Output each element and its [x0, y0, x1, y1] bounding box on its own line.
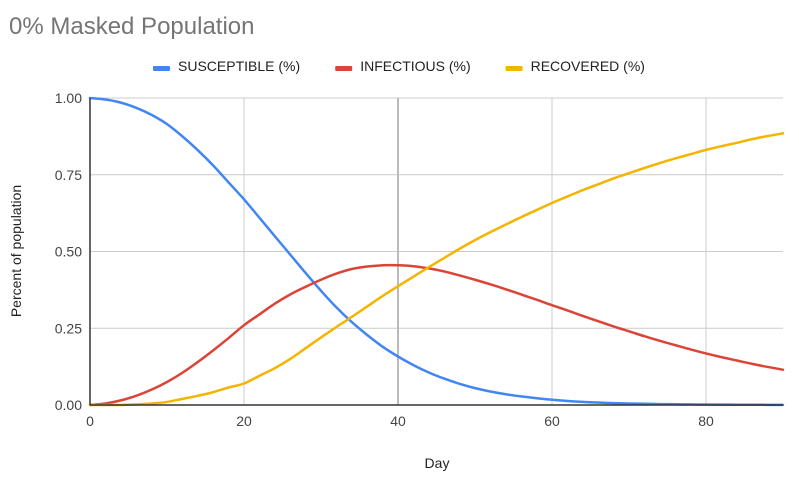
legend-swatch: [153, 66, 170, 71]
series-line: [88, 96, 785, 407]
legend-swatch: [505, 66, 523, 71]
legend-label: RECOVERED (%): [531, 58, 645, 74]
x-axis-label: Day: [425, 455, 450, 471]
axes: 0.00 0.25 0.50 0.75 1.00 0 20 40 60 80: [55, 90, 783, 429]
chart-title: 0% Masked Population: [9, 13, 254, 40]
x-tick-label: 60: [544, 413, 560, 429]
legend-item: INFECTIOUS (%): [335, 58, 471, 74]
legend-label: SUSCEPTIBLE (%): [178, 58, 300, 74]
grid: [90, 97, 783, 405]
legend: SUSCEPTIBLE (%) INFECTIOUS (%) RECOVERED (…: [153, 58, 645, 74]
legend-swatch: [335, 66, 353, 71]
x-tick-label: 0: [86, 413, 94, 429]
x-tick-label: 40: [390, 413, 406, 429]
y-axis-label: Percent of population: [8, 185, 24, 317]
y-tick-label: 0.00: [55, 397, 82, 413]
legend-label: INFECTIOUS (%): [360, 58, 470, 74]
y-tick-label: 0.50: [55, 244, 82, 260]
x-tick-label: 80: [698, 413, 714, 429]
y-tick-label: 0.25: [55, 320, 82, 336]
y-tick-label: 1.00: [55, 90, 82, 106]
x-tick-label: 20: [236, 413, 252, 429]
legend-item: SUSCEPTIBLE (%): [153, 58, 300, 74]
series-line: [88, 132, 785, 407]
y-tick-label: 0.75: [55, 167, 82, 183]
series-lines: [88, 96, 785, 407]
legend-item: RECOVERED (%): [505, 58, 645, 74]
series-line: [88, 263, 785, 407]
